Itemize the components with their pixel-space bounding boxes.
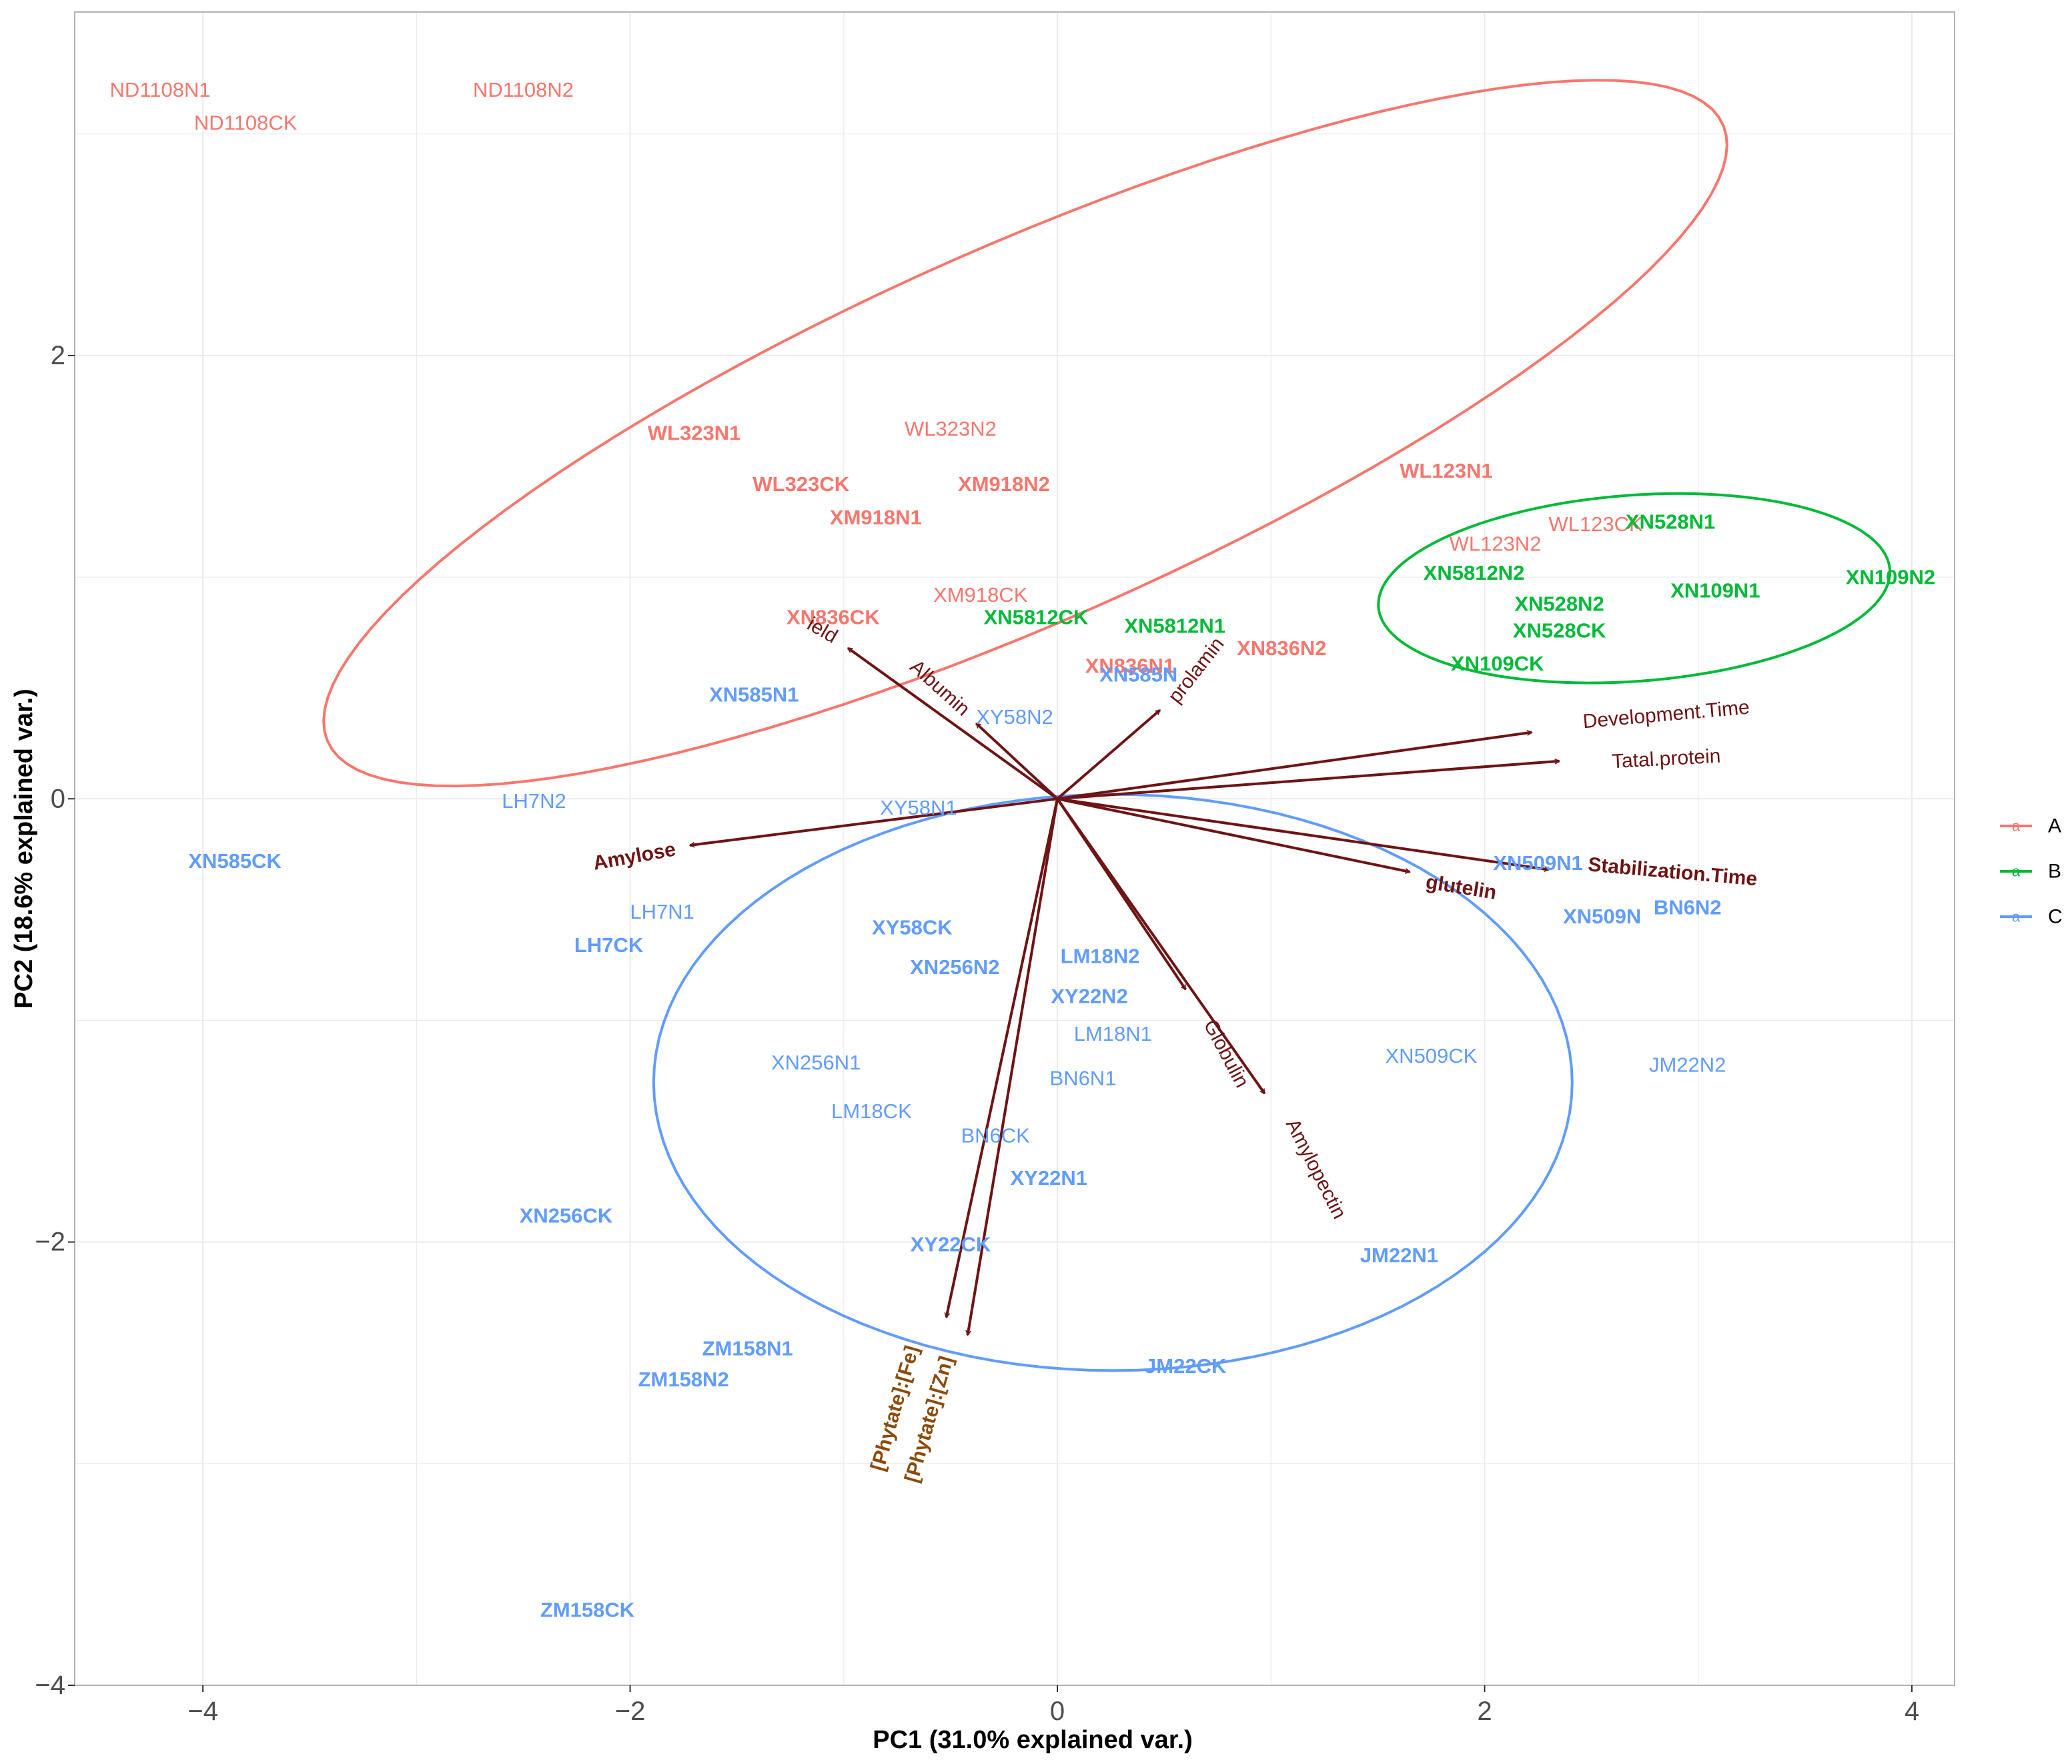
point-label-xn509ck: XN509CK — [1386, 1044, 1478, 1067]
point-label-bn6n1: BN6N1 — [1050, 1066, 1117, 1089]
point-label-xn109ck: XN109CK — [1451, 652, 1544, 675]
y-tick-label: −2 — [35, 1228, 65, 1257]
point-label-jm22n2: JM22N2 — [1649, 1053, 1726, 1076]
point-label-xn528ck: XN528CK — [1513, 618, 1606, 642]
point-label-nd1108n2: ND1108N2 — [473, 78, 574, 101]
point-label-xy58n1: XY58N1 — [880, 796, 957, 819]
point-label-wl323ck: WL323CK — [752, 472, 849, 496]
ellipse-group-c — [652, 793, 1574, 1372]
point-label-jm22n1: JM22N1 — [1360, 1244, 1438, 1267]
legend: a Aa Ba C — [2000, 815, 2063, 928]
x-tick-label: −2 — [615, 1697, 646, 1726]
y-tick-label: 0 — [51, 784, 65, 813]
point-label-bn6ck: BN6CK — [961, 1124, 1030, 1148]
legend-key-glyph-c: a — [2012, 909, 2021, 925]
point-label-xn509n1: XN509N1 — [1493, 851, 1582, 875]
y-tick-label: 2 — [51, 341, 65, 370]
point-label-xy58n2: XY58N2 — [976, 705, 1053, 729]
point-label-wl323n2: WL323N2 — [905, 417, 997, 440]
loading-arrow-prolamin — [1056, 709, 1161, 800]
point-label-nd1108ck: ND1108CK — [194, 111, 298, 135]
x-tick-label: 0 — [1050, 1697, 1065, 1726]
loading-arrow-development-time — [1057, 733, 1532, 801]
loading-arrow-phytate-zn — [968, 798, 1059, 1335]
point-label-xn836n2: XN836N2 — [1237, 636, 1326, 660]
point-label-wl123n2: WL123N2 — [1450, 532, 1542, 556]
point-label-xn509n: XN509N — [1563, 905, 1641, 928]
loading-arrows — [690, 646, 1560, 1335]
legend-key-glyph-a: a — [2012, 818, 2021, 835]
legend-key-glyph-b: a — [2012, 863, 2021, 880]
point-label-zm158ck: ZM158CK — [540, 1599, 635, 1622]
legend-label-a: A — [2048, 815, 2061, 837]
point-label-xy22n2: XY22N2 — [1051, 984, 1127, 1007]
loading-arrow-yield — [848, 646, 1059, 800]
loading-arrow-tatal-protein — [1057, 761, 1560, 801]
point-label-wl323n1: WL323N1 — [648, 422, 741, 445]
point-label-lh7ck: LH7CK — [574, 933, 644, 957]
point-label-xn528n2: XN528N2 — [1514, 592, 1604, 615]
point-label-lh7n2: LH7N2 — [502, 789, 566, 813]
legend-label-b: B — [2048, 861, 2061, 883]
loading-arrow-amylopectin — [1056, 798, 1266, 1093]
group-ellipses — [322, 79, 1891, 1372]
point-label-xy22ck: XY22CK — [911, 1232, 991, 1256]
point-label-xn5812n1: XN5812N1 — [1124, 614, 1225, 638]
y-tick-label: −4 — [35, 1671, 65, 1700]
point-label-xn109n2: XN109N2 — [1846, 566, 1935, 589]
point-label-xn256n1: XN256N1 — [771, 1051, 861, 1074]
panel-border — [74, 11, 1955, 1686]
loading-arrow-phytate-fe — [947, 798, 1059, 1317]
y-axis-title: PC2 (18.6% explained var.) — [10, 689, 38, 1008]
point-label-xn836n1: XN836N1 — [1085, 654, 1175, 677]
point-label-wl123n1: WL123N1 — [1400, 459, 1493, 482]
point-label-xn5812n2: XN5812N2 — [1424, 561, 1525, 584]
gridlines — [75, 12, 1955, 1686]
point-label-xn585ck: XN585CK — [188, 849, 282, 873]
point-label-xm918n2: XM918N2 — [958, 472, 1050, 496]
point-label-lm18n2: LM18N2 — [1061, 945, 1140, 968]
y-axis-ticks: −4 −2 0 2 — [35, 341, 75, 1700]
point-label-xn585n1: XN585N1 — [709, 683, 799, 707]
point-label-xn836ck: XN836CK — [787, 605, 880, 628]
ellipse-group-b — [1377, 492, 1891, 685]
point-label-xy58ck: XY58CK — [872, 915, 953, 939]
point-label-xn256n2: XN256N2 — [910, 955, 999, 979]
panel-background — [75, 12, 1955, 1685]
loading-arrow-stabilization-time — [1057, 797, 1549, 869]
point-label-xn256ck: XN256CK — [520, 1204, 613, 1227]
point-label-zm158n2: ZM158N2 — [638, 1368, 729, 1391]
loading-arrow-albumin — [975, 722, 1059, 800]
point-label-xn109n1: XN109N1 — [1670, 579, 1760, 602]
sample-labels: ND1108N1 ND1108N2 ND1108CK WL323N1 WL323N2 WL… — [110, 78, 1936, 1622]
point-label-lm18n1: LM18N1 — [1074, 1022, 1152, 1045]
x-axis-title: PC1 (31.0% explained var.) — [873, 1726, 1192, 1754]
point-label-zm158n1: ZM158N1 — [702, 1337, 793, 1360]
point-label-xn585n: XN585N — [1099, 663, 1177, 687]
x-axis-ticks: −4 −2 0 2 4 — [187, 1685, 1919, 1726]
x-tick-label: 4 — [1905, 1697, 1919, 1726]
loading-arrow-amylose — [690, 797, 1058, 845]
x-tick-label: 2 — [1477, 1697, 1492, 1726]
legend-label-c: C — [2048, 906, 2063, 928]
point-label-bn6n2: BN6N2 — [1654, 896, 1722, 919]
point-label-xm918n1: XM918N1 — [830, 506, 922, 529]
point-label-jm22ck: JM22CK — [1145, 1354, 1227, 1378]
x-tick-label: −4 — [187, 1697, 218, 1726]
ellipse-group-a — [322, 79, 1728, 788]
loading-arrow-glutelin — [1057, 797, 1410, 872]
point-label-lh7n1: LH7N1 — [630, 900, 694, 923]
point-label-xy22n1: XY22N1 — [1011, 1166, 1087, 1190]
point-label-xn5812ck: XN5812CK — [984, 605, 1089, 628]
point-label-xm918ck: XM918CK — [933, 583, 1028, 606]
point-label-nd1108n1: ND1108N1 — [110, 78, 211, 101]
point-label-xn528n1: XN528N1 — [1626, 510, 1715, 534]
point-label-lm18ck: LM18CK — [831, 1099, 912, 1123]
point-label-wl123ck: WL123CK — [1548, 512, 1643, 536]
